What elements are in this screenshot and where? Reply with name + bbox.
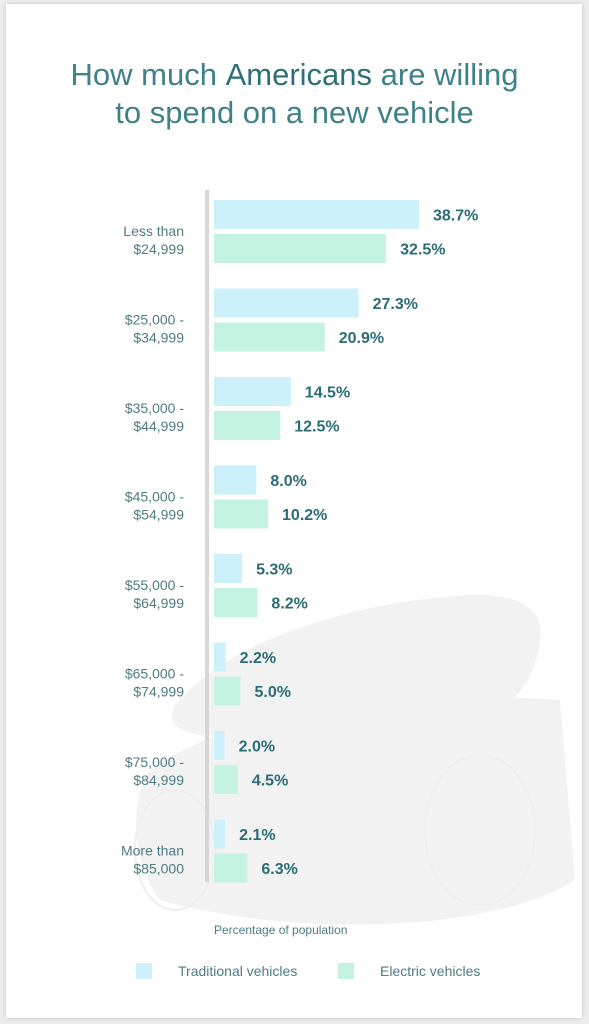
category-label-line: $75,000 - <box>125 754 184 770</box>
value-label-electric: 6.3% <box>261 861 297 878</box>
value-label-electric: 20.9% <box>339 330 384 347</box>
legend-swatch-electric <box>338 963 354 979</box>
title-line-2: to spend on a new vehicle <box>115 95 474 130</box>
category-label-line: $85,000 <box>133 861 184 877</box>
category-label: $75,000 - $84,999 <box>125 754 184 788</box>
bar-traditional <box>214 554 243 583</box>
title-part-1: How much <box>70 57 226 92</box>
x-axis-label: Percentage of population <box>214 923 348 937</box>
category-label-line: $54,999 <box>133 507 184 523</box>
category-label-line: More than <box>121 843 184 859</box>
category-label: Less than $24,999 <box>123 223 184 257</box>
category-label-line: $35,000 - <box>125 400 184 416</box>
legend-item-traditional: Traditional vehicles <box>136 963 297 979</box>
bar-electric <box>214 499 269 529</box>
title-emphasis: Americans <box>225 57 373 92</box>
category-label-line: $24,999 <box>133 241 184 257</box>
category-label: $35,000 - $44,999 <box>125 400 184 434</box>
bar-electric <box>214 676 241 706</box>
category-label-line: $74,999 <box>133 684 184 700</box>
category-label: $45,000 - $54,999 <box>125 489 184 523</box>
category-label-line: $25,000 - <box>125 312 184 328</box>
bar-traditional <box>214 819 226 849</box>
legend-swatch-traditional <box>136 963 152 979</box>
value-label-traditional: 38.7% <box>433 208 478 225</box>
value-label-electric: 5.0% <box>254 684 290 701</box>
value-label-electric: 12.5% <box>294 419 339 436</box>
category-label-line: $84,999 <box>133 772 184 788</box>
value-label-electric: 10.2% <box>282 507 327 524</box>
value-label-traditional: 2.0% <box>239 739 275 756</box>
bar-electric <box>214 765 238 794</box>
y-axis-line <box>205 190 209 882</box>
value-label-electric: 32.5% <box>400 242 445 259</box>
bar-traditional <box>214 377 291 406</box>
value-label-traditional: 14.5% <box>305 385 350 402</box>
chart-title: How much Americans are willing to spend … <box>0 56 589 132</box>
bar-electric <box>214 411 281 440</box>
category-label-line: $45,000 - <box>125 489 184 505</box>
category-label: $55,000 - $64,999 <box>125 577 184 611</box>
category-label-line: $65,000 - <box>125 666 184 682</box>
legend-item-electric: Electric vehicles <box>338 963 480 979</box>
bar-electric <box>214 588 258 617</box>
value-label-traditional: 27.3% <box>373 296 418 313</box>
title-part-2: are willing <box>372 57 519 92</box>
bar-traditional <box>214 465 257 495</box>
category-label-line: Less than <box>123 223 184 239</box>
value-label-traditional: 2.1% <box>239 827 275 844</box>
value-label-traditional: 8.0% <box>270 473 306 490</box>
legend: Traditional vehicles Electric vehicles <box>0 963 589 983</box>
category-label-line: $64,999 <box>133 595 184 611</box>
bar-electric <box>214 322 325 352</box>
bar-traditional <box>214 731 225 760</box>
category-label: $25,000 - $34,999 <box>125 312 184 346</box>
legend-label-traditional: Traditional vehicles <box>178 963 298 979</box>
category-label-line: $44,999 <box>133 418 184 434</box>
bar-electric <box>214 853 248 883</box>
value-label-electric: 4.5% <box>252 773 288 790</box>
category-label: $65,000 - $74,999 <box>125 666 184 700</box>
bar-traditional <box>214 288 359 318</box>
category-label: More than $85,000 <box>121 843 184 877</box>
category-label-line: $34,999 <box>133 330 184 346</box>
legend-label-electric: Electric vehicles <box>380 963 481 979</box>
value-label-traditional: 5.3% <box>256 562 292 579</box>
category-label-line: $55,000 - <box>125 577 184 593</box>
value-label-electric: 8.2% <box>271 596 307 613</box>
bar-electric <box>214 234 387 263</box>
bar-traditional <box>214 642 226 672</box>
value-label-traditional: 2.2% <box>240 650 276 667</box>
bar-traditional <box>214 200 419 229</box>
